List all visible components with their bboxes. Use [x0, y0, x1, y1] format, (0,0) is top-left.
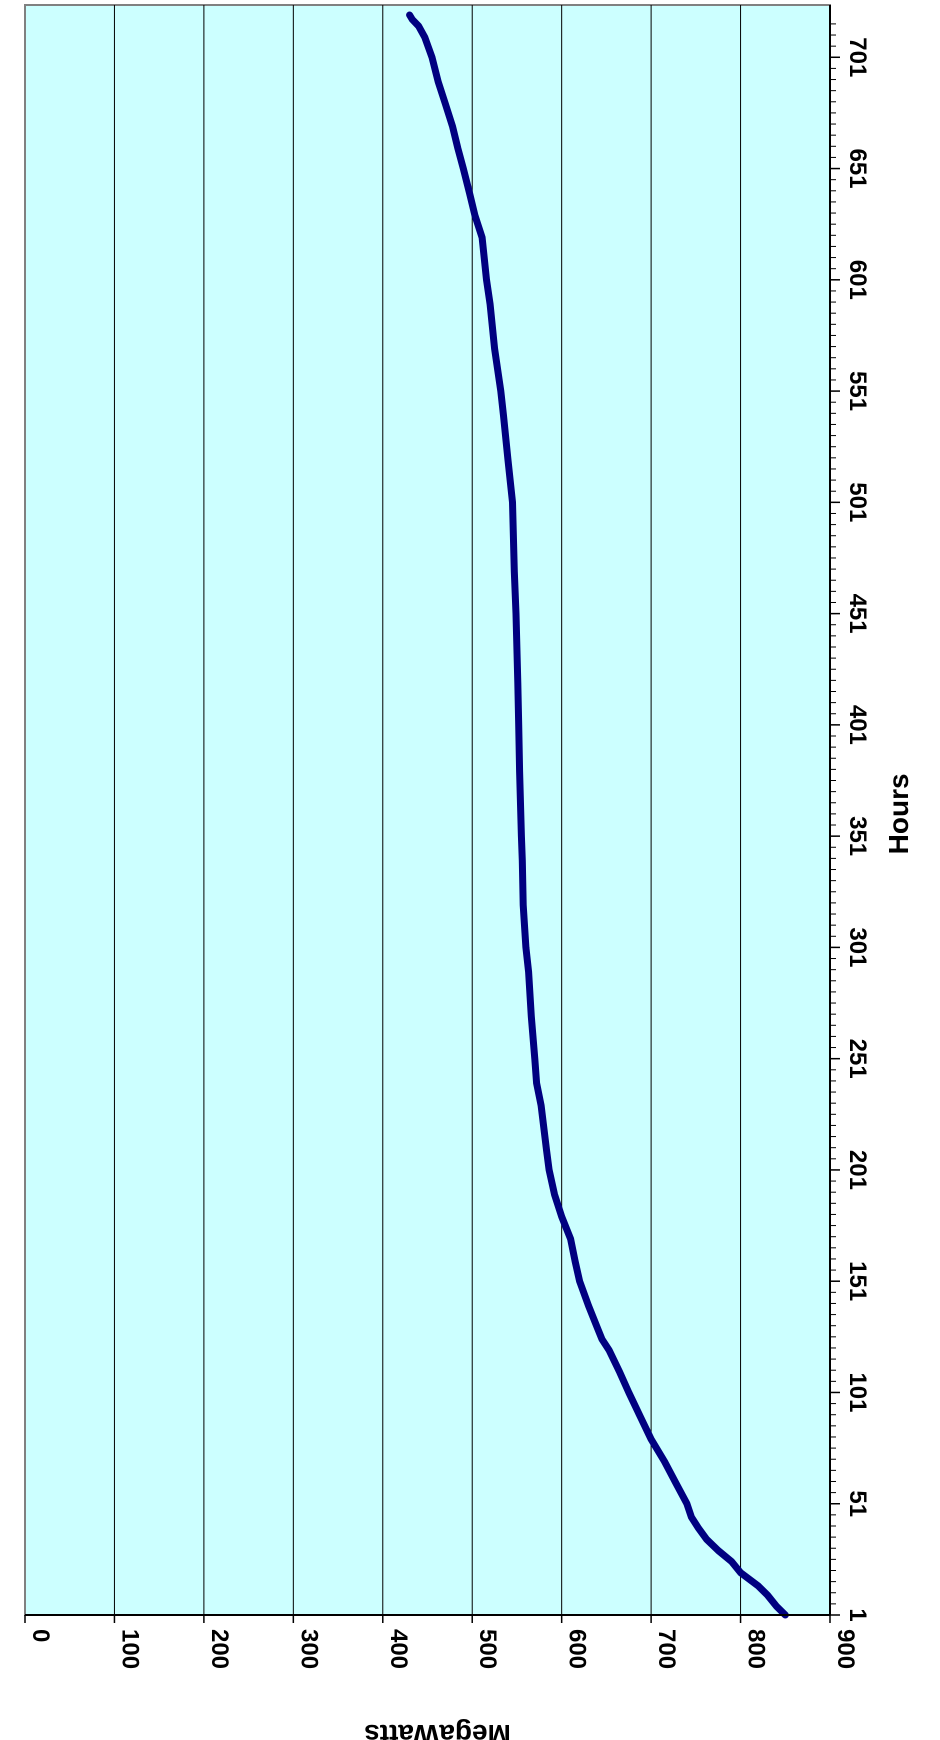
- hours-tick-label-551: 551: [844, 371, 871, 411]
- megawatts-tick-label-800: 800: [743, 1629, 770, 1669]
- hours-tick-label-251: 251: [844, 1039, 871, 1079]
- hours-tick-label-601: 601: [844, 260, 871, 300]
- megawatts-tick-label-200: 200: [206, 1629, 233, 1669]
- hours-tick-label-451: 451: [844, 594, 871, 634]
- megawatts-tick-label-300: 300: [295, 1629, 322, 1669]
- hours-tick-label-151: 151: [844, 1261, 871, 1301]
- megawatts-tick-label-500: 500: [474, 1629, 501, 1669]
- megawatts-tick-label-400: 400: [385, 1629, 412, 1669]
- hours-axis-title: Hours: [883, 773, 914, 854]
- hours-tick-label-201: 201: [844, 1150, 871, 1190]
- plot-area: [25, 5, 830, 1615]
- megawatts-tick-label-600: 600: [564, 1629, 591, 1669]
- hours-tick-label-701: 701: [844, 37, 871, 77]
- hours-tick-label-101: 101: [844, 1372, 871, 1412]
- megawatts-tick-label-900: 900: [832, 1629, 859, 1669]
- megawatts-tick-label-0: 0: [27, 1629, 54, 1642]
- megawatts-axis-title: MegaWatts: [364, 1719, 511, 1740]
- hours-tick-labels: 1511011512012513013514014515015516016517…: [830, 37, 871, 1621]
- hours-tick-label-351: 351: [844, 816, 871, 856]
- megawatts-tick-labels: 0 100 200 300 400 500 600 700 800 900: [25, 1615, 859, 1669]
- megawatts-tick-label-700: 700: [653, 1629, 680, 1669]
- plot-background: [25, 5, 830, 1615]
- hours-tick-label-51: 51: [844, 1490, 871, 1517]
- hours-tick-label-301: 301: [844, 927, 871, 967]
- hours-tick-label-501: 501: [844, 482, 871, 522]
- hours-tick-label-401: 401: [844, 705, 871, 745]
- hours-tick-label-1: 1: [844, 1608, 871, 1621]
- megawatts-tick-label-100: 100: [116, 1629, 143, 1669]
- hours-tick-label-651: 651: [844, 149, 871, 189]
